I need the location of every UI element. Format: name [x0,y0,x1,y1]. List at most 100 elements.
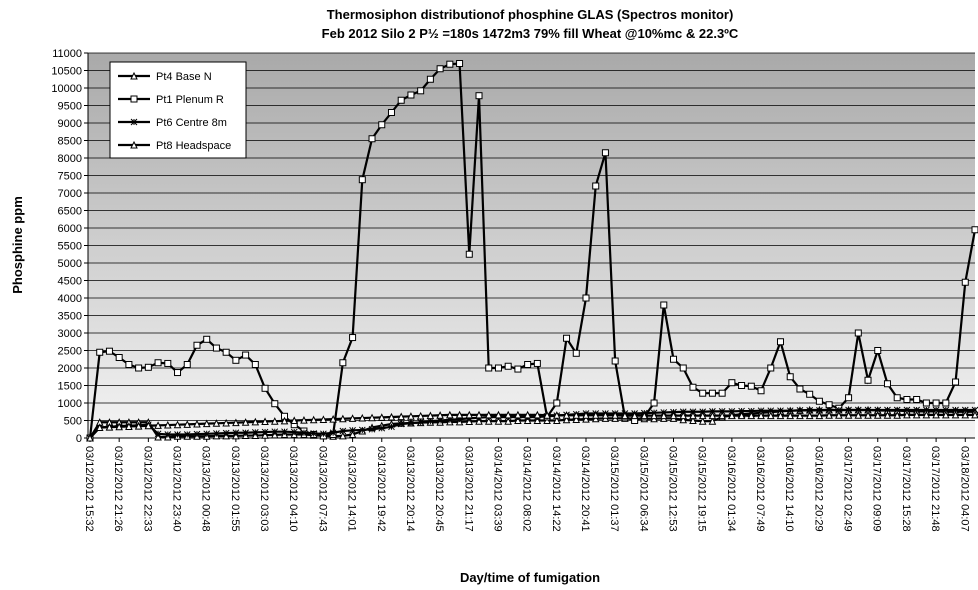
x-tick-label: 03/13/2012 01:55 [229,446,241,532]
data-point [494,410,503,419]
data-point [115,422,123,431]
data-point [563,334,571,342]
data-point [601,149,609,157]
data-point [971,226,978,234]
data-point [883,380,891,388]
x-tick-label: 03/12/2012 22:33 [141,446,153,532]
data-point [659,411,668,420]
data-point [407,419,415,427]
x-tick-label: 03/17/2012 21:48 [929,446,941,532]
data-point [650,399,658,407]
x-tick-label: 03/15/2012 06:34 [637,446,649,532]
x-tick-label: 03/13/2012 04:10 [287,446,299,532]
data-point [835,411,843,419]
y-tick-label: 6500 [58,206,82,218]
series [86,410,978,442]
y-tick-label: 10000 [51,83,82,95]
x-tick-label: 03/15/2012 01:37 [608,446,620,532]
y-tick-label: 7500 [58,171,82,183]
x-tick-label: 03/14/2012 03:39 [491,446,503,532]
data-point [699,389,707,397]
data-point [971,410,978,419]
y-tick-label: 2000 [58,363,82,375]
data-point [689,411,697,420]
x-tick-label: 03/17/2012 02:49 [842,446,854,532]
x-tick-label: 03/13/2012 21:17 [462,446,474,532]
data-point [913,396,921,403]
data-point [543,411,551,419]
x-tick-label: 03/13/2012 14:01 [346,446,358,532]
data-point [660,301,668,309]
data-point [728,411,736,420]
y-tick-label: 9500 [58,101,82,113]
data-point [154,432,162,441]
y-tick-label: 0 [76,433,82,445]
data-point [640,411,649,420]
data-point [562,415,571,424]
data-point [164,431,172,438]
data-point [193,430,201,438]
data-point [572,415,581,423]
y-tick-label: 500 [64,416,82,428]
data-point [670,355,678,363]
data-point [387,109,395,116]
data-point [786,411,795,420]
data-point [251,429,259,436]
data-point [86,433,94,442]
x-tick-label: 03/13/2012 07:43 [316,446,328,532]
data-point [320,430,327,438]
y-tick-label: 2500 [58,346,82,358]
data-point [270,417,279,425]
data-point [572,349,580,357]
data-point [523,410,532,419]
data-point [698,417,707,425]
data-point [154,421,162,429]
data-point [251,417,260,426]
y-tick-label: 5500 [58,241,82,253]
x-tick-label: 03/13/2012 00:48 [200,446,212,532]
data-point [378,424,386,432]
y-tick-label: 10500 [51,66,82,78]
data-point [358,426,366,434]
data-point [630,411,639,420]
data-point [348,430,357,438]
data-point [562,411,571,419]
legend-label: Pt6 Centre 8m [156,117,227,129]
data-point [805,411,814,420]
data-point [592,182,600,190]
data-point [222,418,230,427]
data-point [679,364,687,372]
x-tick-label: 03/18/2012 04:07 [958,446,970,532]
data-point [135,364,143,372]
data-point [786,373,794,381]
data-point [815,397,823,405]
data-point [388,423,395,431]
data-point [903,410,911,419]
data-point [339,431,347,440]
data-point [203,430,211,438]
data-point [368,425,376,433]
data-point [261,431,269,439]
data-point [241,418,250,426]
data-point [757,387,765,395]
data-point [349,426,356,434]
data-point [845,394,853,402]
data-point [154,430,162,438]
data-point [173,420,182,429]
data-point [553,399,561,407]
data-point [397,420,405,428]
data-point [601,411,610,419]
data-point [261,417,269,426]
data-point [242,351,250,359]
data-point [806,390,814,398]
data-point [475,417,483,425]
data-point [718,411,726,420]
data-point [174,369,182,377]
x-tick-label: 03/17/2012 15:28 [900,446,912,532]
data-point [465,250,473,258]
data-point [689,416,697,424]
data-point [163,420,172,429]
data-point [271,428,279,436]
